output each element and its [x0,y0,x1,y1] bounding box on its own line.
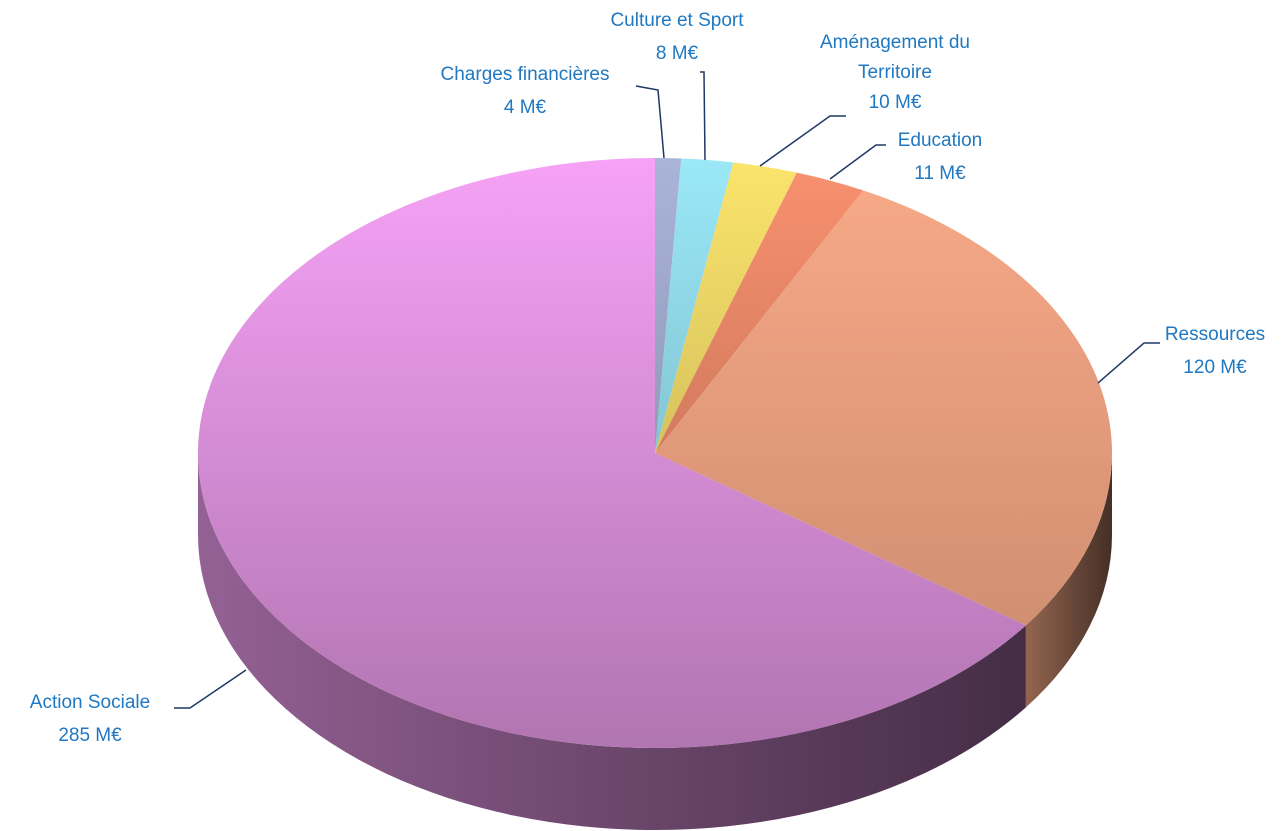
category-name: Culture et Sport [610,10,744,31]
pie-slice [655,158,734,453]
leader-line [1097,342,1160,384]
slice-label: Aménagement du Territoire 10 M€ [790,28,1000,118]
value-label: 11 M€ [914,163,966,184]
leader-line [174,669,247,709]
leader-line [700,71,706,161]
slice-side [1025,453,1112,708]
category-name: Action Sociale [29,692,151,713]
slice-label: Education 11 M€ [898,124,983,190]
pie-slice [655,172,864,453]
category-name: Aménagement du Territoire [820,32,970,83]
value-label: 8 M€ [655,43,699,64]
value-label: 285 M€ [58,725,122,746]
value-label: 10 M€ [868,92,922,113]
slice-side [198,453,1026,830]
slice-label: Ressources 120 M€ [1165,318,1265,384]
pie-slice [655,190,1112,626]
pie-slice [197,158,1026,748]
category-name: Education [897,130,983,151]
slice-label: Action Sociale 285 M€ [30,686,150,752]
value-label: 4 M€ [503,97,547,118]
leader-line [759,115,846,167]
category-name: Ressources [1164,324,1266,345]
category-name: Charges financières [440,64,610,85]
slice-label: Culture et Sport 8 M€ [610,4,743,70]
value-label: 120 M€ [1183,357,1247,378]
slice-label: Charges financières 4 M€ [441,58,610,124]
leader-line [829,144,886,180]
leader-line [635,85,665,159]
pie-slice [655,162,797,454]
pie-slice [655,158,682,453]
